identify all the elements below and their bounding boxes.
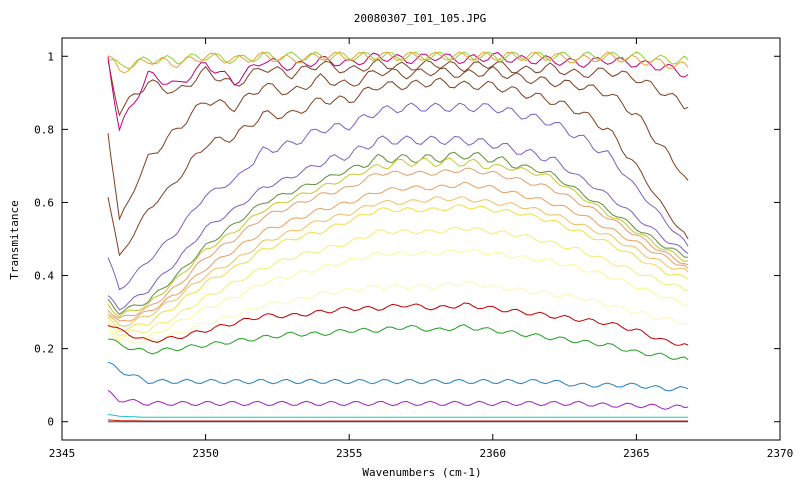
axes-layer: 2345 2350 2355 2360 2365 2370 0 0.2 0.4 0.6 0.8 1	[34, 37, 794, 460]
series-layer	[107, 51, 689, 423]
x-tick-label-3: 2360	[480, 447, 507, 460]
series-line-23	[107, 51, 689, 70]
x-tick-label-1: 2350	[192, 447, 219, 460]
series-line-21	[107, 419, 689, 422]
series-line-7	[107, 151, 689, 315]
series-line-18	[107, 362, 689, 392]
series-line-11	[107, 196, 689, 327]
series-line-14	[107, 248, 689, 341]
series-line-10	[107, 181, 689, 322]
series-line-16	[107, 302, 689, 346]
y-tick-label-3: 0.6	[34, 196, 54, 209]
chart-title: 20080307_I01_105.JPG	[354, 12, 486, 25]
y-tick-label-4: 0.8	[34, 123, 54, 136]
y-tick-label-5: 1	[47, 50, 54, 63]
y-tick-label-0: 0	[47, 416, 54, 429]
x-tick-label-5: 2370	[767, 447, 794, 460]
series-line-4	[107, 77, 689, 257]
series-line-6	[107, 135, 689, 311]
series-line-20	[107, 413, 689, 418]
series-line-5	[107, 102, 689, 291]
plot-frame	[61, 37, 781, 441]
y-tick-label-1: 0.2	[34, 343, 54, 356]
series-line-15	[107, 280, 689, 344]
series-line-2	[107, 51, 689, 132]
series-line-17	[107, 324, 689, 361]
series-line-24	[107, 51, 689, 74]
series-line-9	[107, 167, 689, 319]
x-tick-label-4: 2365	[623, 447, 650, 460]
series-line-12	[107, 204, 689, 332]
x-tick-label-0: 2345	[49, 447, 76, 460]
y-axis-label: Transmitance	[8, 200, 21, 279]
x-tick-label-2: 2355	[336, 447, 363, 460]
x-axis-label: Wavenumbers (cm-1)	[362, 466, 481, 479]
series-line-8	[107, 157, 689, 318]
series-line-19	[107, 389, 689, 410]
y-tick-label-2: 0.4	[34, 270, 54, 283]
series-line-3	[107, 65, 689, 221]
series-line-13	[107, 226, 689, 337]
